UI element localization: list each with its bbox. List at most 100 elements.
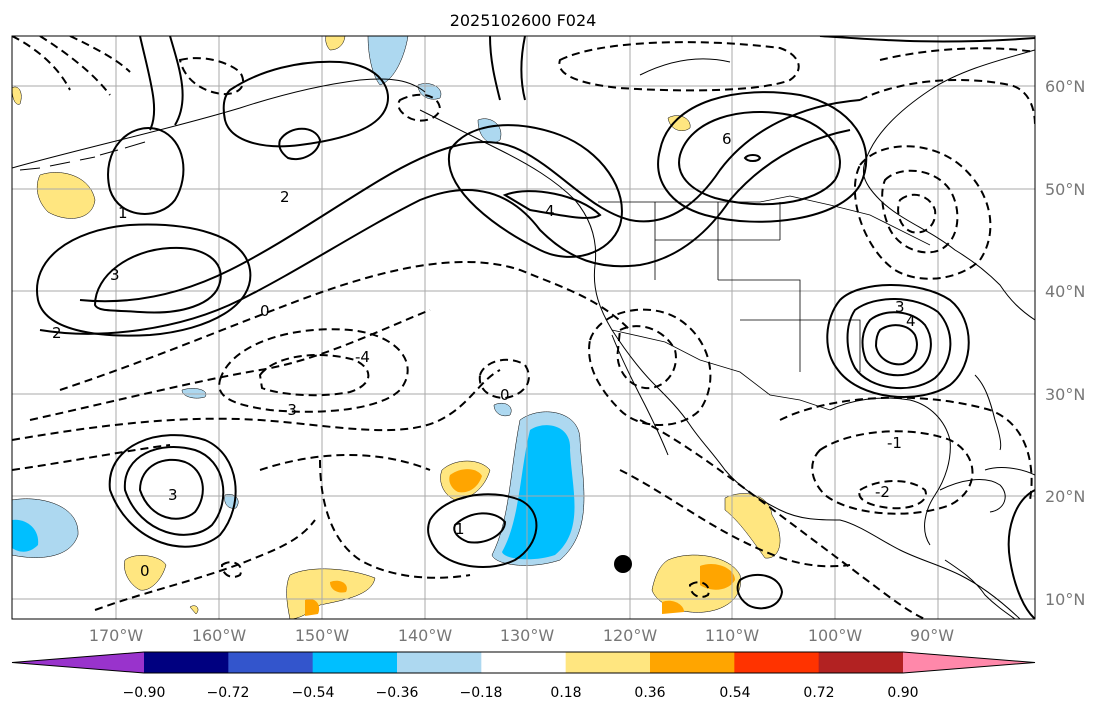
negative-anomaly-patch (493, 402, 512, 417)
contour-label: -1 (887, 434, 902, 452)
contour-line (427, 493, 538, 568)
contour-line (853, 145, 992, 280)
lon-label: 110°W (705, 626, 760, 645)
contour-line (79, 99, 861, 303)
contour-line (123, 445, 225, 536)
contour-line (858, 480, 927, 510)
contour-line (278, 127, 322, 160)
contour-line (139, 36, 184, 131)
contour-line (859, 79, 1035, 126)
us-canada-border (598, 195, 931, 246)
lat-label: 60°N (1045, 77, 1085, 96)
contour-labels: -1 -2 -3 -4 4 6 4 3 3 2 1 0 0 0 3 2 1 (52, 130, 916, 580)
contour-line (222, 60, 389, 148)
colorbar-tick-label: −0.90 (123, 685, 166, 701)
longitude-labels: 170°W 160°W 150°W 140°W 130°W 120°W 110°… (89, 626, 954, 645)
baja-california (611, 334, 669, 456)
colorbar-tick-label: −0.72 (207, 685, 250, 701)
contour-label: 4 (906, 312, 916, 330)
contour-line (108, 434, 237, 548)
colorbar-tick-label: 0.54 (719, 685, 750, 701)
contour-line (39, 129, 851, 335)
contour-line (819, 36, 1035, 43)
colorbar-outline (11, 651, 1036, 674)
lon-label: 160°W (192, 626, 247, 645)
point-marker (614, 555, 632, 573)
positive-anomaly-core (305, 599, 320, 616)
aleutians (19, 141, 146, 171)
florida (974, 374, 1002, 451)
contour-label: -3 (282, 401, 297, 419)
alaska-coast (12, 78, 426, 169)
political-borders (598, 195, 931, 411)
positive-anomaly-core (700, 563, 735, 590)
contour-line (779, 396, 1033, 501)
colorbar-segment (818, 652, 904, 673)
positive-anomaly-patch (12, 86, 22, 105)
west-coast (419, 109, 1021, 619)
colorbar-tick-label: −0.36 (376, 685, 419, 701)
contour-line (447, 124, 623, 258)
contour-label: 3 (895, 298, 905, 316)
contour-line (616, 325, 677, 390)
map-frame (11, 35, 1036, 620)
lon-label: 130°W (500, 626, 555, 645)
contour-label: 2 (280, 188, 290, 206)
colorbar-tick-label: 0.72 (803, 685, 834, 701)
positive-anomaly-core (449, 469, 482, 493)
lat-label: 50°N (1045, 180, 1085, 199)
negative-anomaly-patch (417, 83, 442, 100)
colorbar-extend-max (903, 652, 1035, 673)
contour-line (826, 284, 970, 398)
colorbar-tick-labels: −0.90 −0.72 −0.54 −0.36 −0.18 0.18 0.36 … (123, 685, 919, 701)
colorbar-segment (481, 652, 567, 673)
contour-line (397, 93, 442, 122)
negative-anomaly-patch (181, 388, 207, 399)
contour-line (1007, 489, 1035, 619)
cuba (984, 467, 1035, 476)
colorbar-extend-min (12, 652, 144, 673)
negative-anomaly-patch (477, 118, 502, 144)
colorbar-segment (144, 652, 229, 673)
contour-line (258, 354, 370, 397)
contour-label: 0 (260, 302, 270, 320)
colorbar-tick-label: −0.54 (292, 685, 335, 701)
lon-label: 100°W (808, 626, 863, 645)
contour-line (35, 223, 252, 337)
contour-line (489, 36, 526, 101)
contour-line (453, 512, 507, 544)
negative-anomaly-patch (367, 36, 409, 86)
contour-label: 6 (722, 130, 732, 148)
contour-label: 1 (118, 204, 128, 222)
north-america-coast (862, 49, 1035, 321)
colorbar-segment (312, 652, 398, 673)
contour-line (874, 324, 918, 366)
contour-line (743, 154, 762, 162)
positive-anomaly-patch (667, 115, 691, 131)
contour-line (218, 328, 409, 413)
colorbar-segment (228, 652, 314, 673)
contour-line (881, 169, 959, 254)
colorbar-segment (397, 652, 482, 673)
contour-label: -4 (355, 348, 370, 366)
colorbar (11, 651, 1036, 674)
contour-line (811, 430, 974, 515)
yucatan (939, 479, 1006, 513)
contour-line (678, 111, 841, 206)
colorbar-tick-label: 0.90 (887, 685, 918, 701)
contour-line (688, 581, 710, 598)
contour-line (12, 369, 501, 441)
lon-label: 90°W (910, 626, 954, 645)
contour-line (736, 573, 784, 610)
contour-line (29, 309, 431, 421)
contour-line (558, 41, 800, 92)
contour-line (12, 444, 431, 471)
contour-line (861, 311, 932, 377)
lat-label: 10°N (1045, 590, 1085, 609)
colorbar-tick-label: 0.18 (550, 685, 581, 701)
map-title: 2025102600 F024 (450, 11, 597, 30)
graticule (12, 36, 1035, 619)
contour-line (657, 91, 868, 223)
lon-label: 140°W (398, 626, 453, 645)
positive-anomaly-patch (36, 172, 96, 219)
